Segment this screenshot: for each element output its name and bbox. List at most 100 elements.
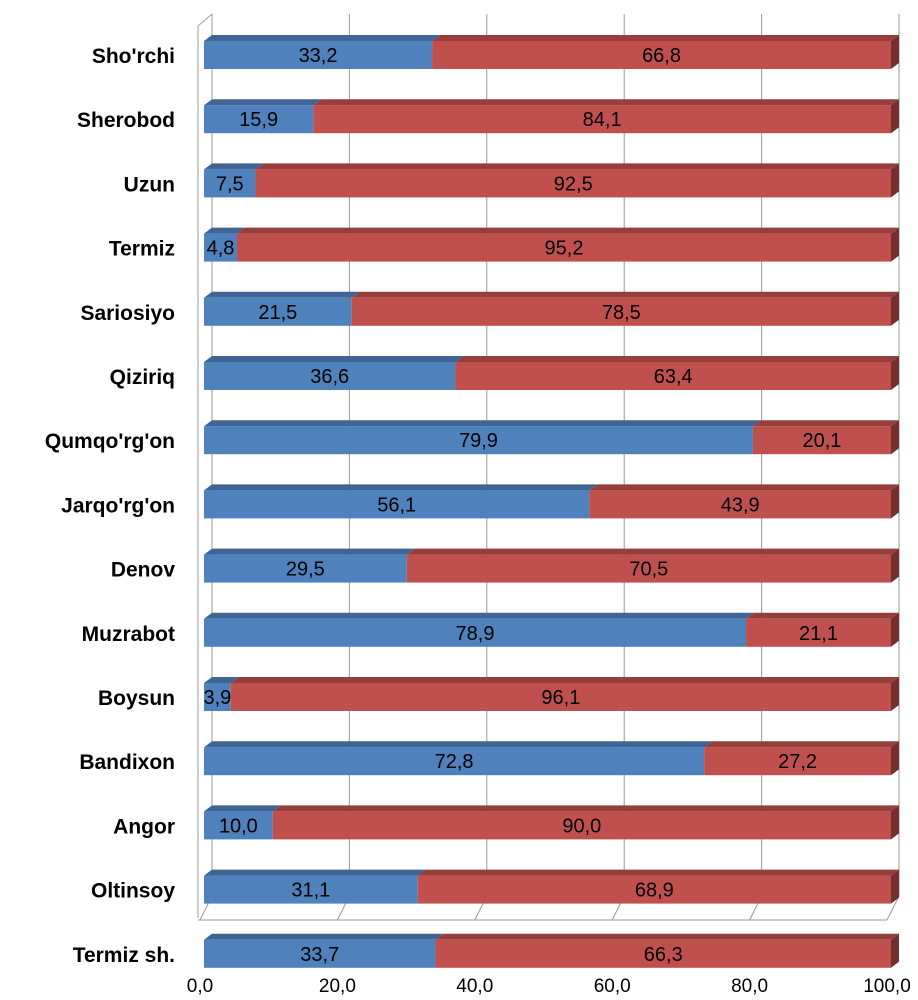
bar-top-face [272, 805, 899, 812]
bar-segment [236, 233, 891, 262]
bar-side-face [891, 227, 899, 262]
bar-segment [272, 811, 891, 840]
bar-segment [204, 297, 352, 326]
bar-segment [230, 683, 892, 711]
data-label: 92,5 [554, 173, 593, 195]
bar-top-face [589, 484, 899, 491]
bar-top-face [204, 227, 245, 234]
data-label: 95,2 [545, 238, 584, 260]
category-label: Termiz [109, 238, 175, 261]
data-label: 15,9 [239, 109, 278, 131]
data-label: 78,5 [602, 302, 641, 324]
category-labels: Sho'rchi Sherobod Uzun Termiz Sariosiyo Qizir… [45, 45, 175, 967]
bar-segment [204, 939, 436, 968]
bar-segment [746, 618, 891, 647]
data-label: 90,0 [562, 815, 601, 837]
bar-top-face [204, 484, 598, 491]
bar-side-face [891, 420, 899, 455]
category-label: Sho'rchi [92, 45, 175, 68]
bar-top-face [236, 227, 899, 234]
category-label: Uzun [124, 173, 175, 196]
bar-segment [204, 362, 456, 390]
data-label: 43,9 [721, 494, 760, 516]
x-tick-label: 20,0 [319, 976, 356, 997]
bar-segment [204, 169, 256, 198]
bar-segment [204, 426, 753, 455]
data-label: 78,9 [456, 623, 495, 645]
bar-side-face [891, 741, 899, 776]
bar-top-face [746, 612, 899, 619]
bar-top-face [435, 933, 899, 940]
x-tick-label: 0,0 [187, 976, 213, 997]
gridlines [197, 13, 900, 921]
category-label: Termiz sh. [73, 944, 175, 967]
category-label: Angor [113, 815, 175, 838]
bar-top-face [204, 291, 360, 298]
bar-segment [417, 875, 891, 904]
bar-top-face [455, 356, 899, 362]
bar-top-face [204, 35, 441, 41]
bar-segment [432, 41, 891, 69]
bar-top-face [204, 677, 239, 683]
bar-side-face [891, 35, 899, 69]
data-label: 84,1 [583, 109, 622, 131]
bar-segment [204, 875, 418, 904]
category-label: Boysun [98, 687, 175, 710]
bar-side-face [891, 291, 899, 326]
data-label: 96,1 [541, 687, 580, 709]
bar-segment [204, 233, 237, 262]
bar-top-face [351, 291, 900, 298]
bar-top-face [255, 163, 899, 170]
bar-segment [204, 683, 231, 711]
bar-segment [204, 490, 590, 519]
x-axis-ticks: 0,0 20,0 40,0 60,0 80,0 100,0 [187, 976, 911, 997]
bar-segment [589, 490, 891, 519]
bar-side-face [891, 677, 899, 711]
bar-top-face [230, 677, 900, 683]
bar-top-face [204, 548, 415, 555]
wall-edge [197, 13, 213, 27]
data-label: 20,1 [802, 430, 841, 452]
category-label: Muzrabot [82, 623, 175, 646]
category-label: Sariosiyo [80, 302, 175, 325]
data-label: 21,5 [258, 302, 297, 324]
bar-top-face [204, 805, 281, 812]
category-label: Oltinsoy [91, 880, 175, 903]
data-label: 31,1 [291, 880, 330, 902]
data-label: 79,9 [459, 430, 498, 452]
bar-segment [455, 362, 891, 390]
bar-side-face [891, 548, 899, 583]
bar-segment [204, 554, 407, 583]
bar-side-face [891, 163, 899, 198]
bar-segment [204, 618, 747, 647]
data-label: 4,8 [207, 238, 235, 260]
data-label: 56,1 [377, 494, 416, 516]
bar-top-face [204, 99, 322, 106]
category-label: Bandixon [79, 751, 175, 774]
category-label: Qumqo'rg'on [45, 430, 175, 453]
bar-segment [406, 554, 891, 583]
bar-top-face [204, 356, 464, 362]
data-label: 10,0 [219, 815, 258, 837]
data-label: 66,3 [644, 944, 683, 966]
data-label: 63,4 [654, 366, 693, 388]
x-tick-label: 60,0 [594, 976, 631, 997]
bar-top-face [752, 420, 899, 427]
bar-segment [704, 747, 891, 776]
data-label: 72,8 [435, 751, 474, 773]
bar-top-face [204, 869, 426, 876]
x-tick-label: 40,0 [456, 976, 493, 997]
bar-side-face [891, 612, 899, 647]
bar-segment [351, 297, 892, 326]
bar-side-face [891, 869, 899, 904]
bar-segment [204, 747, 705, 776]
bar-top-face [417, 869, 899, 876]
bar-side-face [891, 805, 899, 840]
data-label: 29,5 [286, 559, 325, 581]
data-label: 3,9 [203, 687, 231, 709]
x-tick-label: 100,0 [863, 976, 911, 997]
bar-segment [752, 426, 891, 455]
data-label: 7,5 [216, 173, 244, 195]
category-label: Jarqo'rg'on [61, 494, 175, 517]
